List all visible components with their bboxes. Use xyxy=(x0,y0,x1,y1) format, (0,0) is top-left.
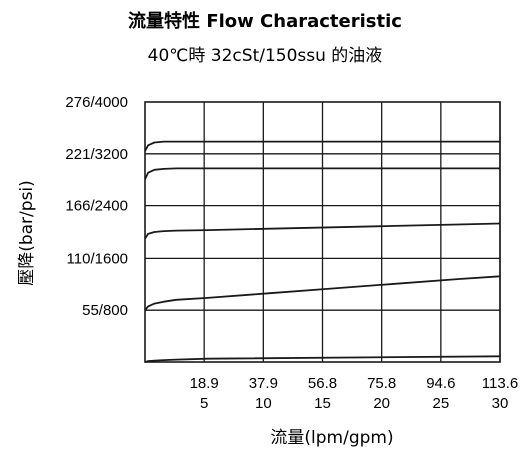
x-axis-label: 流量(lpm/gpm) xyxy=(270,428,393,448)
y-tick-label: 110/1600 xyxy=(67,250,128,267)
x-tick-label-lpm: 94.6 xyxy=(426,375,455,392)
series-line-5 xyxy=(144,140,500,152)
x-tick-label-gpm: 25 xyxy=(432,395,449,412)
x-tick-label-lpm: 37.9 xyxy=(249,375,278,392)
x-tick-label-gpm: 15 xyxy=(314,395,331,412)
grid xyxy=(144,101,501,363)
y-tick-label: 166/2400 xyxy=(65,198,128,215)
series-line-4 xyxy=(144,167,500,180)
x-tick-label-lpm: 75.8 xyxy=(367,375,396,392)
x-tick-label-gpm: 20 xyxy=(373,395,390,412)
x-tick-label-lpm: 56.8 xyxy=(308,375,337,392)
y-tick-label: 221/3200 xyxy=(65,146,128,163)
chart-subtitle: 40℃時 32cSt/150ssu 的油液 xyxy=(148,46,383,66)
series-line-1 xyxy=(144,355,501,363)
series-line-3 xyxy=(144,222,501,240)
y-tick-label: 276/4000 xyxy=(65,94,128,111)
y-axis-label: 壓降(bar/psi) xyxy=(17,180,37,286)
x-tick-labels: 18.9 5 37.9 10 56.8 15 75.8 20 94.6 25 113.6 30 xyxy=(190,375,519,412)
series-line-2 xyxy=(144,275,501,311)
x-tick-label-gpm: 5 xyxy=(200,395,208,412)
x-tick-label-gpm: 10 xyxy=(255,395,272,412)
x-tick-label-lpm: 113.6 xyxy=(482,375,518,392)
chart-title: 流量特性 Flow Characteristic xyxy=(128,10,402,32)
y-tick-label: 55/800 xyxy=(82,302,128,319)
x-tick-label-lpm: 18.9 xyxy=(190,375,219,392)
series-lines xyxy=(144,140,501,363)
x-tick-label-gpm: 30 xyxy=(492,395,509,412)
y-tick-labels: 55/800 110/1600 166/2400 221/3200 276/4000 xyxy=(65,94,128,319)
